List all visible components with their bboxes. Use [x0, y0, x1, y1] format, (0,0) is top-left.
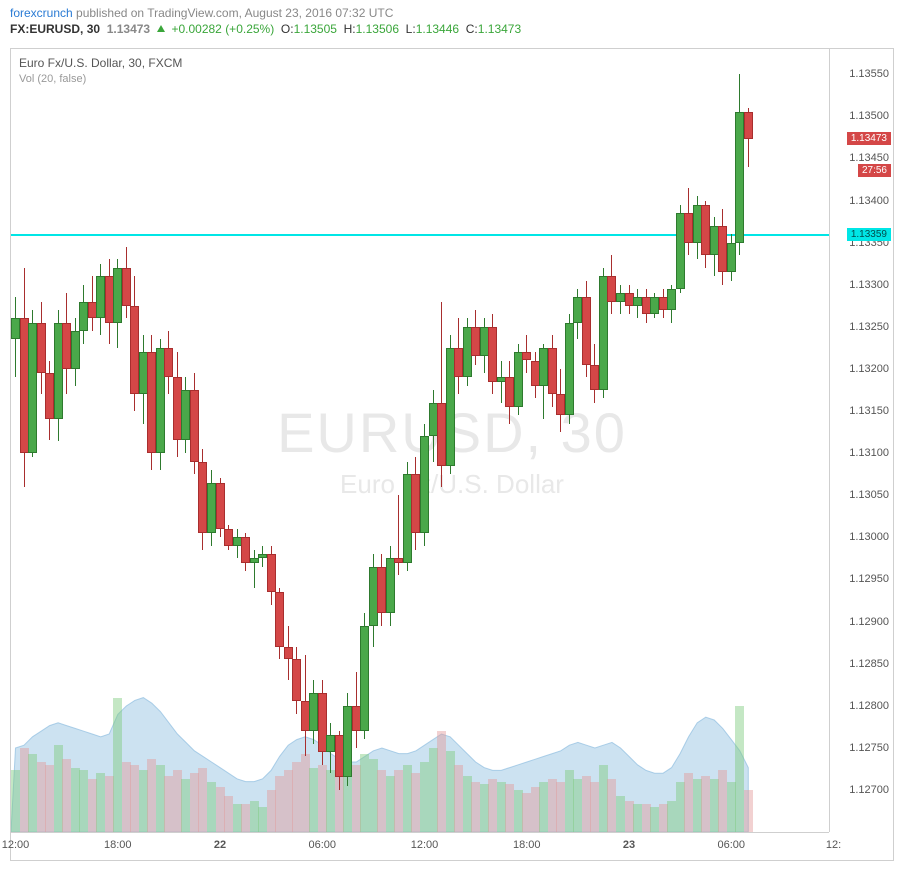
publish-timestamp: August 23, 2016 07:32 UTC: [245, 6, 394, 20]
arrow-up-icon: [157, 25, 165, 32]
y-tick-label: 1.13050: [849, 489, 889, 501]
publish-middle: published on TradingView.com,: [73, 6, 245, 20]
y-tick-label: 1.12750: [849, 742, 889, 754]
chart-container[interactable]: EURUSD, 30 Euro Fx/U.S. Dollar Euro Fx/U…: [10, 48, 894, 861]
symbol-name: EURUSD: [29, 22, 80, 36]
x-tick-label: 06:00: [308, 839, 336, 851]
y-tick-label: 1.13550: [849, 68, 889, 80]
hline-price-label: 1.13359: [847, 228, 891, 241]
y-tick-label: 1.13400: [849, 195, 889, 207]
y-tick-label: 1.13000: [849, 531, 889, 543]
symbol-interval: 30: [87, 22, 100, 36]
x-tick-label: 12:: [826, 839, 841, 851]
y-tick-label: 1.12850: [849, 658, 889, 670]
y-tick-label: 1.13250: [849, 321, 889, 333]
x-tick-label: 12:00: [2, 839, 30, 851]
x-tick-label: 06:00: [717, 839, 745, 851]
y-tick-label: 1.13200: [849, 363, 889, 375]
y-tick-label: 1.12950: [849, 573, 889, 585]
x-tick-label: 23: [623, 839, 635, 851]
price-change-pct: (+0.25%): [225, 22, 274, 36]
ohlc-open: 1.13505: [294, 22, 337, 36]
ohlc-close: 1.13473: [478, 22, 521, 36]
ohlc-low: 1.13446: [416, 22, 459, 36]
current-price-label: 27:56: [858, 164, 891, 177]
last-price: 1.13473: [107, 22, 150, 36]
candle: [744, 108, 753, 167]
y-tick-label: 1.13450: [849, 152, 889, 164]
y-tick-label: 1.13500: [849, 110, 889, 122]
y-tick-label: 1.13100: [849, 447, 889, 459]
x-tick-label: 22: [214, 839, 226, 851]
y-tick-label: 1.12800: [849, 700, 889, 712]
current-price-label: 1.13473: [847, 132, 891, 145]
volume-bar: [744, 790, 753, 832]
plot-area[interactable]: [11, 49, 829, 832]
x-tick-label: 12:00: [411, 839, 439, 851]
x-axis: 12:0018:002206:0012:0018:002306:0012:: [11, 832, 829, 860]
y-tick-label: 1.12900: [849, 616, 889, 628]
symbol-prefix: FX:: [10, 22, 29, 36]
publisher-link[interactable]: forexcrunch: [10, 6, 73, 20]
ohlc-high: 1.13506: [356, 22, 399, 36]
y-tick-label: 1.13300: [849, 279, 889, 291]
x-tick-label: 18:00: [104, 839, 132, 851]
publish-header: forexcrunch published on TradingView.com…: [0, 0, 904, 22]
y-axis: 1.135501.135001.134501.134001.133501.133…: [829, 49, 893, 832]
price-change: +0.00282: [171, 22, 221, 36]
symbol-info-bar: FX:EURUSD, 30 1.13473 +0.00282 (+0.25%) …: [0, 22, 904, 42]
y-tick-label: 1.12700: [849, 784, 889, 796]
y-tick-label: 1.13150: [849, 405, 889, 417]
x-tick-label: 18:00: [513, 839, 541, 851]
